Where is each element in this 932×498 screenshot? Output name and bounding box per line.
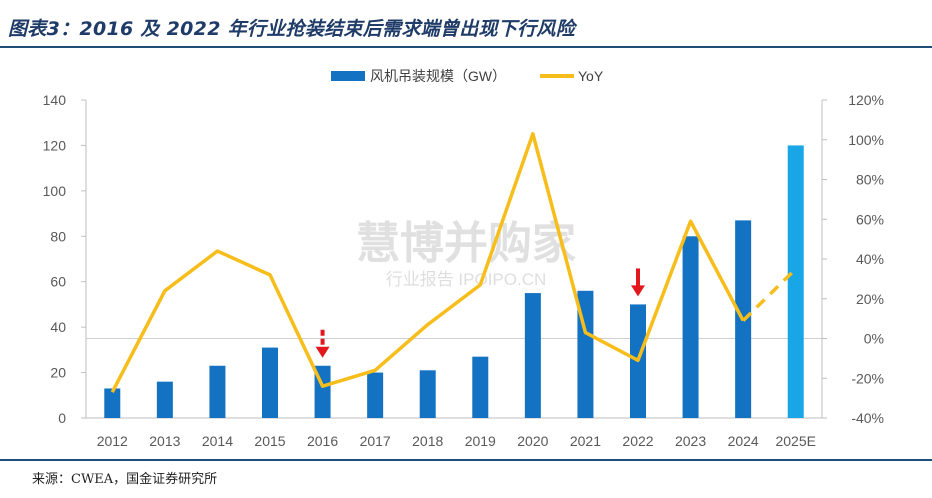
x-tick-label: 2013 xyxy=(149,433,180,449)
right-tick-label: 20% xyxy=(856,291,884,307)
x-tick-label: 2016 xyxy=(307,433,338,449)
legend-bar-label: 风机吊装规模（GW） xyxy=(370,68,506,84)
x-tick-label: 2020 xyxy=(517,433,548,449)
bar xyxy=(209,365,226,418)
legend-line-label: YoY xyxy=(578,68,604,84)
bar xyxy=(524,293,541,418)
x-tick-label: 2018 xyxy=(412,433,443,449)
down-arrow-head xyxy=(631,285,645,297)
x-tick-label: 2019 xyxy=(465,433,496,449)
x-tick-label: 2022 xyxy=(622,433,653,449)
watermark-sub: 行业报告 IPOIPO.CN xyxy=(386,270,547,289)
x-tick-label: 2012 xyxy=(97,433,128,449)
bar xyxy=(419,370,436,418)
bar xyxy=(367,372,384,418)
x-tick-label: 2017 xyxy=(360,433,391,449)
chart-title: 图表3：2016 及 2022 年行业抢装结束后需求端曾出现下行风险 xyxy=(8,18,576,40)
right-tick-label: 40% xyxy=(856,251,884,267)
right-tick-label: 100% xyxy=(848,132,884,148)
x-tick-label: 2021 xyxy=(570,433,601,449)
right-tick-label: 80% xyxy=(856,172,884,188)
x-tick-label: 2024 xyxy=(728,433,759,449)
left-tick-label: 140 xyxy=(43,92,67,108)
source-rule xyxy=(0,459,932,461)
left-tick-label: 60 xyxy=(50,274,66,290)
bar xyxy=(156,381,173,418)
x-tick-label: 2025E xyxy=(775,433,815,449)
bar xyxy=(104,388,121,418)
bar xyxy=(787,145,804,418)
source-note: 来源：CWEA，国金证券研究所 xyxy=(32,472,218,487)
yoy-line xyxy=(110,132,745,393)
left-tick-label: 20 xyxy=(50,365,66,381)
title-rule xyxy=(0,46,932,48)
bar xyxy=(472,356,489,418)
x-tick-label: 2015 xyxy=(254,433,285,449)
x-tick-label: 2014 xyxy=(202,433,233,449)
bar xyxy=(262,347,278,418)
left-tick-label: 40 xyxy=(50,319,66,335)
right-tick-label: -20% xyxy=(851,370,884,386)
legend: 风机吊装规模（GW） YoY xyxy=(331,68,604,84)
bar xyxy=(682,236,699,418)
left-tick-label: 120 xyxy=(43,137,67,153)
right-tick-label: 120% xyxy=(848,92,884,108)
right-tick-label: -40% xyxy=(851,410,884,426)
right-tick-label: 0% xyxy=(864,331,884,347)
left-tick-label: 100 xyxy=(43,183,67,199)
down-arrow-head xyxy=(315,346,330,358)
left-tick-label: 80 xyxy=(50,228,66,244)
watermark: 慧博并购家 行业报告 IPOIPO.CN xyxy=(356,219,576,289)
legend-bar-swatch xyxy=(331,71,365,81)
right-tick-label: 60% xyxy=(856,211,884,227)
yoy-line-forecast xyxy=(741,267,797,322)
x-tick-label: 2023 xyxy=(675,433,706,449)
watermark-main: 慧博并购家 xyxy=(356,219,576,268)
left-tick-label: 0 xyxy=(58,410,66,426)
